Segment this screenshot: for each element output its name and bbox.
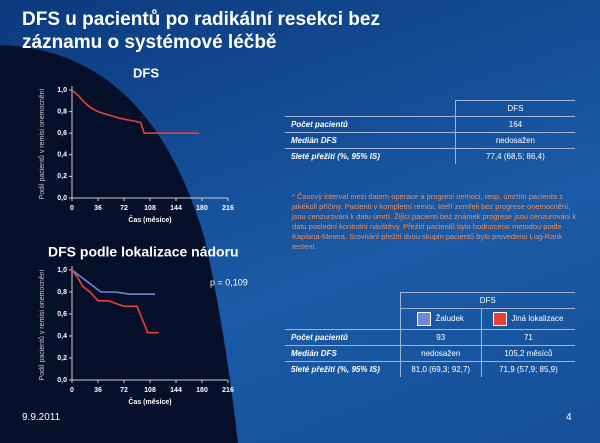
y-tick-label: 1,0 xyxy=(57,267,67,274)
table-cell: Počet pacientů xyxy=(285,329,401,346)
table-cell: 164 xyxy=(454,116,575,133)
x-tick-label: 144 xyxy=(170,205,182,212)
x-tick-label: 36 xyxy=(94,387,102,394)
x-tick-label: 108 xyxy=(144,205,156,212)
table-header: DFS xyxy=(454,100,575,117)
y-axis-label: Podíl pacientů v remisi onemocnění xyxy=(38,89,46,200)
legend-cell: Jiná lokalizace xyxy=(480,308,575,330)
y-axis-label: Podíl pacientů v remisi onemocnění xyxy=(38,270,46,381)
y-tick-label: 0,8 xyxy=(57,289,67,296)
chart-title: DFS xyxy=(133,65,159,80)
table-cell: nedosažen xyxy=(454,132,575,149)
table-cell: 81,0 (69,3; 92,7) xyxy=(399,361,482,377)
legend-swatch xyxy=(493,312,508,326)
footer-date: 9.9.2011 xyxy=(22,412,61,423)
table-cell: nedosažen xyxy=(399,345,482,362)
y-tick-label: 0,8 xyxy=(57,108,67,115)
table-cell: Medián DFS xyxy=(285,132,456,149)
x-tick-label: 108 xyxy=(144,387,156,394)
x-tick-label: 180 xyxy=(196,205,208,212)
table-2: DFS Žaludek Jiná lokalizace Počet pacien… xyxy=(285,292,575,377)
footnote: * Časový interval mezi datem operace a p… xyxy=(292,192,577,251)
table-cell: Medián DFS xyxy=(285,345,401,362)
y-tick-label: 0,2 xyxy=(57,355,67,362)
x-tick-label: 0 xyxy=(70,205,74,212)
survival-curve xyxy=(71,269,159,334)
x-tick-label: 216 xyxy=(222,205,234,212)
x-tick-label: 72 xyxy=(120,387,128,394)
x-tick-label: 180 xyxy=(196,387,208,394)
slide-title: DFS u pacientů po radikální resekci bez … xyxy=(22,9,380,53)
legend-label: Jiná lokalizace xyxy=(511,314,564,324)
table-cell: 5leté přežití (%, 95% IS) xyxy=(285,361,401,377)
table-cell: 93 xyxy=(399,329,482,346)
y-tick-label: 0,6 xyxy=(57,311,67,318)
y-tick-label: 0,6 xyxy=(57,130,67,137)
table-cell: 71 xyxy=(480,329,575,346)
x-axis-label: Čas (měsíce) xyxy=(128,215,171,224)
legend-label: Žaludek xyxy=(435,314,464,324)
background-shape xyxy=(0,45,238,443)
x-tick-label: 216 xyxy=(222,387,234,394)
table-1: DFS Počet pacientů 164 Medián DFS nedosaže… xyxy=(285,100,575,164)
legend-cell: Žaludek xyxy=(399,308,482,330)
x-tick-label: 0 xyxy=(70,387,74,394)
y-tick-label: 0,0 xyxy=(57,377,67,384)
y-tick-label: 1,0 xyxy=(57,87,67,94)
legend-swatch xyxy=(417,312,432,326)
chart-title: DFS podle lokalizace nádoru xyxy=(48,244,239,260)
table-cell: 5leté přežití (%, 95% IS) xyxy=(285,148,456,164)
y-tick-label: 0,2 xyxy=(57,173,67,180)
table-cell: 105,2 měsíců xyxy=(480,345,575,362)
table-cell: 71,9 (57,9; 85,9) xyxy=(480,361,575,377)
x-tick-label: 36 xyxy=(94,205,102,212)
table-cell: 77,4 (68,5; 86,4) xyxy=(454,148,575,164)
x-tick-label: 144 xyxy=(170,387,182,394)
annotation: p = 0,109 xyxy=(210,277,248,287)
page-number: 4 xyxy=(566,412,572,423)
y-tick-label: 0,0 xyxy=(57,195,67,202)
y-tick-label: 0,4 xyxy=(57,152,67,159)
survival-curve xyxy=(71,269,156,296)
survival-curve xyxy=(71,89,200,134)
table-header: DFS xyxy=(399,292,575,309)
x-axis-label: Čas (měsíce) xyxy=(128,397,171,406)
table-cell: Počet pacientů xyxy=(285,116,456,133)
y-tick-label: 0,4 xyxy=(57,333,67,340)
x-tick-label: 72 xyxy=(120,205,128,212)
